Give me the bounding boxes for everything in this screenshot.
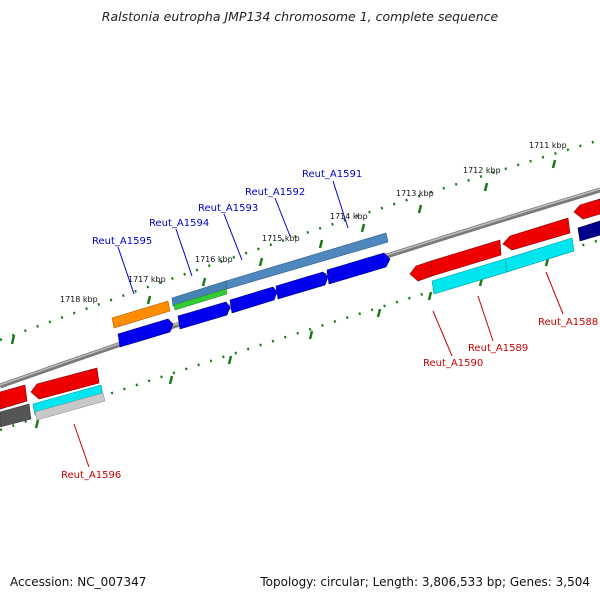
cds-forward-1[interactable] [117, 318, 174, 348]
tick-label-1711: 1711 kbp [529, 141, 567, 150]
upper-major-ticks [10, 159, 557, 345]
gene-label-reut-a1588[interactable]: Reut_A1588 [538, 317, 598, 328]
tick-label-1716: 1716 kbp [195, 255, 233, 264]
accession-label: Accession: [10, 575, 74, 589]
gene-label-reut-a1592[interactable]: Reut_A1592 [245, 187, 305, 198]
cds-darkblue-a1588[interactable] [577, 220, 600, 242]
feature-green-a1594[interactable] [173, 288, 228, 311]
upper-features [111, 198, 600, 348]
cds-reverse-a1590[interactable] [430, 239, 502, 277]
lower-major-ticks [34, 257, 550, 429]
cds-forward-5[interactable] [326, 252, 391, 285]
tick-label-1717: 1717 kbp [128, 275, 166, 284]
cds-forward-2[interactable] [177, 301, 231, 330]
gene-label-reut-a1596[interactable]: Reut_A1596 [61, 470, 121, 481]
feature-darkgray-left[interactable] [0, 403, 32, 428]
gene-label-reut-a1593[interactable]: Reut_A1593 [198, 203, 258, 214]
topology-footer: Topology: circular; Length: 3,806,533 bp… [260, 575, 590, 589]
gene-label-reut-a1589[interactable]: Reut_A1589 [468, 343, 528, 354]
tick-label-1718: 1718 kbp [60, 295, 98, 304]
accession-footer: Accession: NC_007347 [10, 575, 146, 589]
gene-label-reut-a1595[interactable]: Reut_A1595 [92, 236, 152, 247]
tick-label-1714: 1714 kbp [330, 212, 368, 221]
gene-label-reut-a1591[interactable]: Reut_A1591 [302, 169, 362, 180]
cds-reverse-a1590-arrow[interactable] [409, 260, 433, 282]
lower-features [0, 217, 600, 428]
feature-orange-a1595[interactable] [111, 300, 171, 329]
cds-forward-4[interactable] [275, 271, 329, 300]
tick-label-1713: 1713 kbp [396, 189, 434, 198]
cds-reverse-far-right[interactable] [573, 198, 600, 220]
accession-value: NC_007347 [77, 575, 147, 589]
tick-label-1715: 1715 kbp [262, 234, 300, 243]
gene-label-reut-a1590[interactable]: Reut_A1590 [423, 358, 483, 369]
tick-label-1712: 1712 kbp [463, 166, 501, 175]
cds-forward-3[interactable] [229, 286, 278, 314]
feature-cyan-a1588[interactable] [504, 237, 575, 273]
map-title: Ralstonia eutropha JMP134 chromosome 1, … [101, 9, 499, 24]
label-leader-lines [73, 180, 564, 468]
cds-reverse-left-1[interactable] [0, 384, 28, 410]
cds-reverse-a1589[interactable] [502, 217, 571, 251]
cds-reverse-left-2[interactable] [30, 367, 100, 400]
gene-label-reut-a1594[interactable]: Reut_A1594 [149, 218, 209, 229]
feature-lightgray-left[interactable] [34, 392, 106, 421]
feature-steelblue-a1591[interactable] [225, 232, 389, 290]
